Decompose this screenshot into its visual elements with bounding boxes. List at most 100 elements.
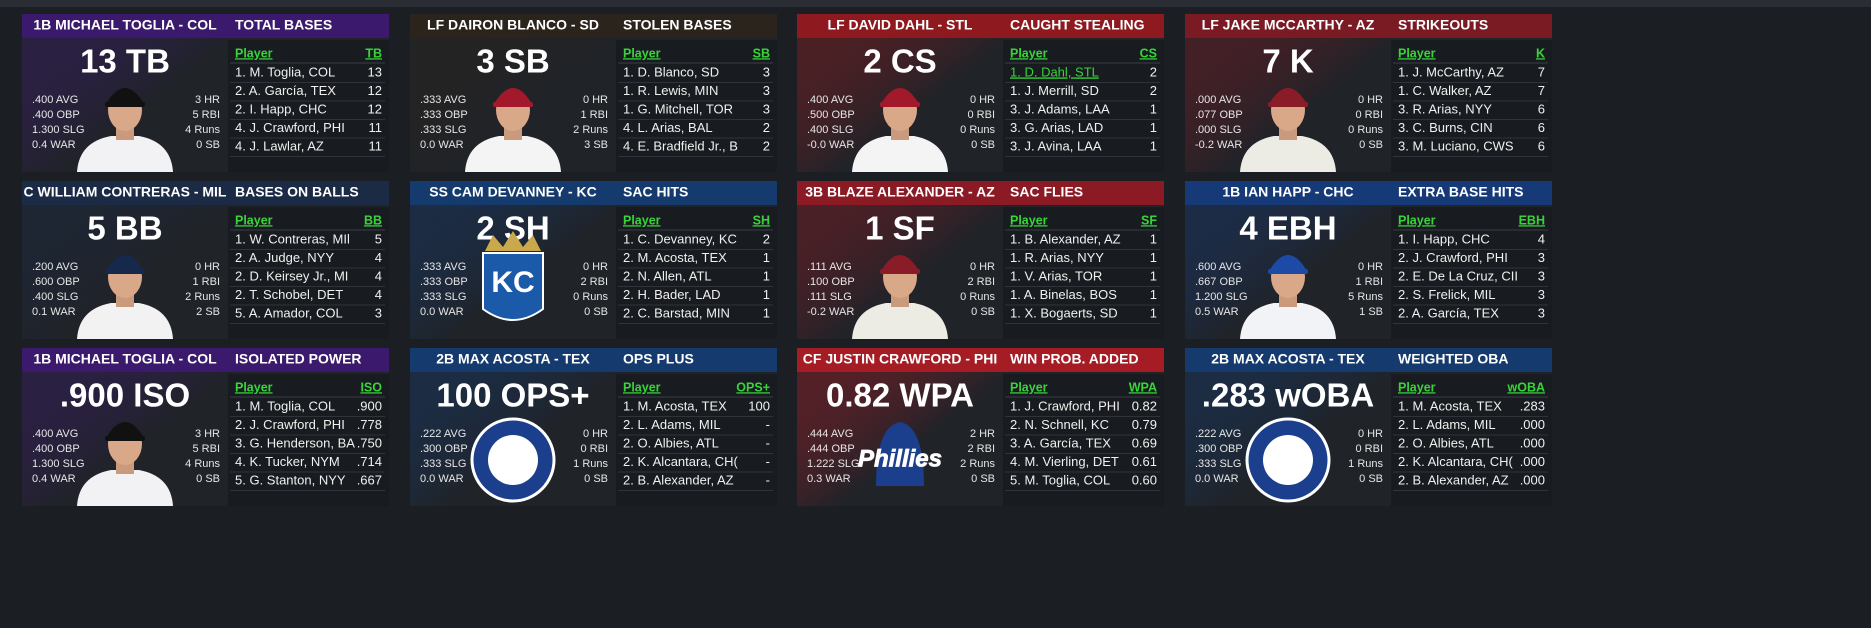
- jersey: [852, 136, 948, 172]
- leader-value: -: [766, 472, 770, 487]
- cap: [1269, 255, 1307, 271]
- cap: [1269, 88, 1307, 104]
- leader-name: 1. D. Blanco, SD: [623, 64, 719, 79]
- player-name: SS CAM DEVANNEY - KC: [429, 184, 597, 200]
- logo-text: Phillies: [858, 445, 942, 472]
- jersey: [852, 303, 948, 339]
- player-stat: .333 SLG: [420, 458, 466, 470]
- player-stat: 0 HR: [970, 94, 995, 106]
- leader-card: SS CAM DEVANNEY - KC SAC HITS 2 SH KC .333 A…: [410, 181, 777, 339]
- leader-value: 3: [1538, 305, 1545, 320]
- stat-value: 5 BB: [87, 210, 162, 247]
- cap: [494, 88, 532, 104]
- stat-value: .900 ISO: [60, 377, 190, 414]
- player-stat: 2 SB: [196, 306, 220, 318]
- player-stat: .600 OBP: [32, 276, 80, 288]
- roundel-inner: [488, 435, 538, 485]
- jersey: [1240, 303, 1336, 339]
- player-name: 1B IAN HAPP - CHC: [1222, 184, 1353, 200]
- leader-name: 2. M. Acosta, TEX: [623, 250, 727, 265]
- table-header: SB: [753, 46, 770, 60]
- jersey: [77, 303, 173, 339]
- leader-value: 12: [368, 83, 382, 98]
- leader-table: [228, 40, 389, 172]
- player-stat: .200 AVG: [32, 261, 78, 273]
- leader-name: 2. B. Alexander, AZ: [623, 472, 734, 487]
- cap: [881, 88, 919, 104]
- jersey: [465, 136, 561, 172]
- table-header: Player: [235, 380, 273, 394]
- leader-table: [1391, 207, 1552, 339]
- leader-card: CF JUSTIN CRAWFORD - PHI WIN PROB. ADDED 0…: [797, 348, 1164, 506]
- player-stat: .333 AVG: [420, 261, 466, 273]
- player-stat: 5 RBI: [192, 443, 220, 455]
- player-stat: 4 Runs: [185, 124, 220, 136]
- leader-card: 2B MAX ACOSTA - TEX WEIGHTED OBA .283 wOBA…: [1185, 348, 1552, 506]
- leader-name: 2. O. Albies, ATL: [623, 435, 719, 450]
- leader-value: -: [766, 454, 770, 469]
- leader-name: 2. H. Bader, LAD: [623, 287, 721, 302]
- player-name: 1B MICHAEL TOGLIA - COL: [33, 17, 217, 33]
- cap-brim: [105, 436, 145, 441]
- player-stat: 0 HR: [583, 428, 608, 440]
- player-stat: 0 RBI: [1355, 443, 1383, 455]
- leader-name: 4. J. Crawford, PHI: [235, 120, 345, 135]
- player-name: 3B BLAZE ALEXANDER - AZ: [805, 184, 995, 200]
- player-stat: .333 OBP: [420, 276, 468, 288]
- leader-name: 1. D. Dahl, STL: [1010, 64, 1099, 79]
- leader-table: [616, 40, 777, 172]
- player-name: C WILLIAM CONTRERAS - MIL: [24, 184, 227, 200]
- player-stat: 1.200 SLG: [1195, 291, 1248, 303]
- player-stat: .400 OBP: [32, 109, 80, 121]
- stat-title: WEIGHTED OBA: [1398, 351, 1508, 367]
- leader-name: 3. A. García, TEX: [1010, 435, 1111, 450]
- leader-value: 2: [1150, 83, 1157, 98]
- card-header: [1185, 14, 1552, 38]
- leader-value: 6: [1538, 138, 1545, 153]
- player-stat: 5 Runs: [1348, 291, 1383, 303]
- player-stat: -0.2 WAR: [1195, 139, 1242, 151]
- player-stat: .000 SLG: [1195, 124, 1241, 136]
- player-stat: .100 OBP: [807, 276, 855, 288]
- leader-value: 2: [763, 138, 770, 153]
- stat-value: 4 EBH: [1239, 210, 1336, 247]
- leader-value: 2: [763, 231, 770, 246]
- leader-value: 1: [1150, 231, 1157, 246]
- leader-value: 1: [1150, 305, 1157, 320]
- player-stat: 0 SB: [584, 306, 608, 318]
- leader-value: -: [766, 435, 770, 450]
- leader-value: 0.69: [1132, 435, 1157, 450]
- player-stat: .300 OBP: [1195, 443, 1243, 455]
- stat-value: 1 SF: [865, 210, 935, 247]
- player-name: 2B MAX ACOSTA - TEX: [436, 351, 590, 367]
- player-stat: 1 RBI: [580, 109, 608, 121]
- player-stat: 0.0 WAR: [420, 139, 464, 151]
- top-strip: [0, 0, 1871, 7]
- leader-value: 1: [1150, 268, 1157, 283]
- player-stat: 1.222 SLG: [807, 458, 860, 470]
- leader-value: 3: [763, 101, 770, 116]
- player-stat: .000 AVG: [1195, 94, 1241, 106]
- player-stat: 2 Runs: [185, 291, 220, 303]
- card-header: [410, 14, 777, 38]
- cap-brim: [1268, 102, 1308, 107]
- leader-table: [1003, 207, 1164, 339]
- card-header: [22, 348, 389, 372]
- leader-name: 2. A. García, TEX: [1398, 305, 1499, 320]
- cap: [106, 88, 144, 104]
- bell: [876, 422, 924, 486]
- leader-value: 13: [368, 64, 382, 79]
- leader-name: 2. J. Crawford, PHI: [1398, 250, 1508, 265]
- card-header: [797, 14, 1164, 38]
- leader-value: 1: [763, 250, 770, 265]
- leader-value: 6: [1538, 120, 1545, 135]
- leader-name: 2. E. De La Cruz, CII: [1398, 268, 1518, 283]
- player-stat: .222 AVG: [420, 428, 466, 440]
- leader-value: 11: [369, 138, 383, 153]
- leader-name: 1. X. Bogaerts, SD: [1010, 305, 1118, 320]
- player-stat: 0 RBI: [1355, 109, 1383, 121]
- logo-text: T: [503, 440, 523, 476]
- card-header: [1185, 348, 1552, 372]
- player-name: 1B MICHAEL TOGLIA - COL: [33, 351, 217, 367]
- crown: [485, 231, 541, 251]
